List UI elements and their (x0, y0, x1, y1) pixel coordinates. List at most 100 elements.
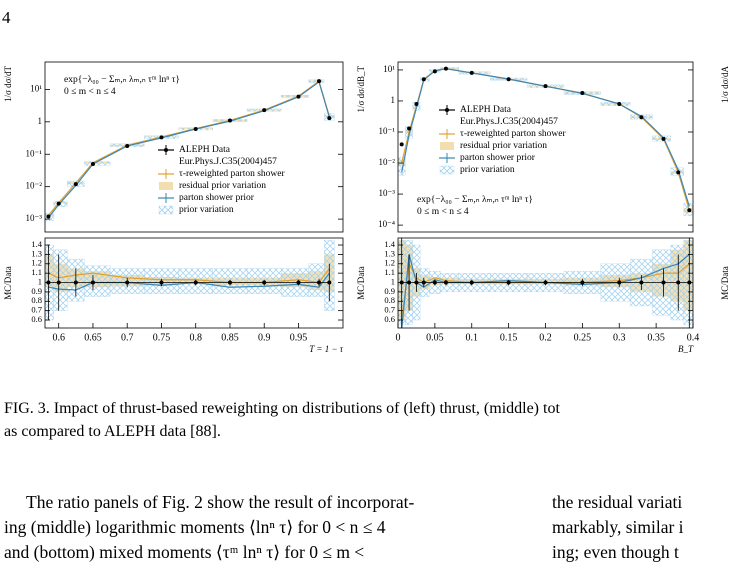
legend-point (164, 148, 168, 152)
band-segment (84, 265, 111, 297)
text-line: and (bottom) mixed moments ⟨τᵐ lnⁿ τ⟩ fo… (4, 542, 365, 562)
x-tick-label: 0.7 (121, 332, 134, 343)
panel: 0.60.70.80.911.11.21.31.40.6 0.65 0.7 0.75 0… (3, 237, 344, 354)
y-axis-label: MC/Data (356, 266, 366, 300)
legend-label: τ-reweighted parton shower (460, 129, 566, 139)
y-tick-label: 1.4 (31, 239, 42, 249)
y-tick-label: 10¹ (383, 64, 395, 74)
x-tick-label: 0.25 (574, 332, 592, 343)
legend-label: parton shower prior (460, 153, 536, 163)
y-tick-label: 0.7 (31, 305, 42, 315)
x-tick-label: 0.65 (84, 332, 102, 343)
legend-swatch (439, 129, 455, 139)
data-point (125, 143, 130, 148)
band-segment (398, 157, 406, 176)
panel: 10⁻⁴ 10⁻³ 10⁻² 10⁻¹ 1 10¹ 1/σ dσ/dB_T exp{−λ₀₀ … (356, 61, 694, 233)
y-tick-label: 0.7 (384, 305, 395, 315)
page-number: 4 (2, 8, 11, 27)
body-right: the residual variati markably, similar i… (552, 490, 684, 565)
x-axis-label: B_T (678, 344, 694, 354)
legend-swatch (439, 105, 455, 115)
legend-label: Eur.Phys.J.C35(2004)457 (179, 156, 277, 167)
legend-label: prior variation (460, 165, 515, 175)
legend-label: Eur.Phys.J.C35(2004)457 (460, 116, 558, 127)
y-tick-label: 0.6 (384, 314, 395, 324)
annotation: exp{−λ₀₀ − Σₘ,ₙ λₘ,ₙ τᵐ lnⁿ τ} (64, 75, 180, 85)
data-point (421, 77, 426, 82)
y-tick-label: 1.1 (31, 267, 42, 277)
data-point (506, 77, 511, 82)
y-tick-label: 1.3 (384, 248, 395, 258)
legend-band (439, 165, 455, 175)
figure: 10⁻³ 10⁻² 10⁻¹ 1 10¹ 1/σ dσ/dT exp{−λ₀₀ − Σₘ,ₙ… (3, 61, 729, 354)
data-point (327, 116, 332, 121)
y-tick-label: 10⁻² (379, 157, 396, 167)
y-tick-label: 1.3 (31, 248, 42, 258)
data-point (317, 79, 322, 84)
text-line: the residual variati (552, 492, 683, 512)
legend-swatch (440, 142, 454, 150)
data-point (687, 208, 692, 213)
data-point (639, 115, 644, 120)
legend-band (440, 142, 454, 150)
y-tick-label: 0.9 (31, 286, 42, 296)
data-point (661, 136, 666, 141)
caption-line: as compared to ALEPH data [88]. (4, 423, 221, 440)
y-tick-label: 1 (38, 116, 43, 126)
x-tick-label: 0.85 (221, 332, 239, 343)
series-line (401, 68, 690, 211)
legend-swatch (439, 165, 455, 175)
data-point (46, 214, 51, 219)
plot-area (45, 240, 335, 321)
band-segment (308, 263, 325, 297)
y-axis-label: MC/Data (720, 266, 729, 300)
legend-label: prior variation (179, 205, 234, 215)
y-tick-label: 1 (38, 276, 42, 286)
legend-label: ALEPH Data (460, 105, 512, 115)
y-tick-label: 1 (391, 95, 396, 105)
x-tick-label: 0.8 (189, 332, 202, 343)
y-tick-label: 10⁻¹ (26, 148, 43, 158)
legend-band (159, 182, 173, 190)
text-line: The ratio panels of Fig. 2 show the resu… (26, 492, 415, 512)
x-axis-label: T = 1 − τ (309, 344, 343, 354)
panel: 10⁻³ 10⁻² 10⁻¹ 1 10¹ 1/σ dσ/dT exp{−λ₀₀ − Σₘ,ₙ… (3, 61, 344, 233)
frame (44, 237, 344, 329)
y-tick-label: 0.8 (384, 295, 395, 305)
x-tick-label: 0.2 (539, 332, 552, 343)
x-tick-label: 0.35 (647, 332, 665, 343)
x-tick-label: 0.95 (290, 332, 308, 343)
data-point (159, 135, 164, 140)
data-point (407, 126, 412, 131)
annotation: exp{−λ₀₀ − Σₘ,ₙ λₘ,ₙ τᵐ lnⁿ τ} (417, 195, 533, 205)
series-line (48, 268, 330, 284)
data-point (443, 66, 448, 71)
annotation: 0 ≤ m < n ≤ 4 (417, 207, 469, 217)
y-tick-label: 1.2 (31, 258, 42, 268)
data-point (262, 108, 267, 113)
series-line (47, 80, 330, 219)
data-point (296, 94, 301, 99)
legend-swatch (158, 205, 174, 215)
y-tick-label: 1.4 (384, 239, 395, 249)
x-tick-label: 0.15 (500, 332, 518, 343)
band-segment (53, 249, 68, 311)
series-line (48, 272, 330, 291)
legend-band (158, 205, 174, 215)
data-point (617, 101, 622, 106)
data-point (227, 118, 232, 123)
x-tick-label: 0.4 (687, 332, 700, 343)
legend-swatch (158, 193, 174, 203)
legend-swatch (158, 169, 174, 179)
x-tick-label: 0.3 (613, 332, 626, 343)
plot-area (398, 238, 693, 328)
data-point (432, 69, 437, 74)
x-tick-label: 0.75 (153, 332, 171, 343)
annotation: 0 ≤ m < n ≤ 4 (64, 87, 116, 97)
data-point (73, 182, 78, 187)
legend-label: τ-reweighted parton shower (179, 169, 285, 179)
y-tick-label: 10⁻³ (26, 213, 43, 223)
x-tick-label: 0.1 (466, 332, 479, 343)
y-axis-label: 1/σ dσ/dA (720, 66, 729, 103)
plot-area (45, 79, 335, 221)
